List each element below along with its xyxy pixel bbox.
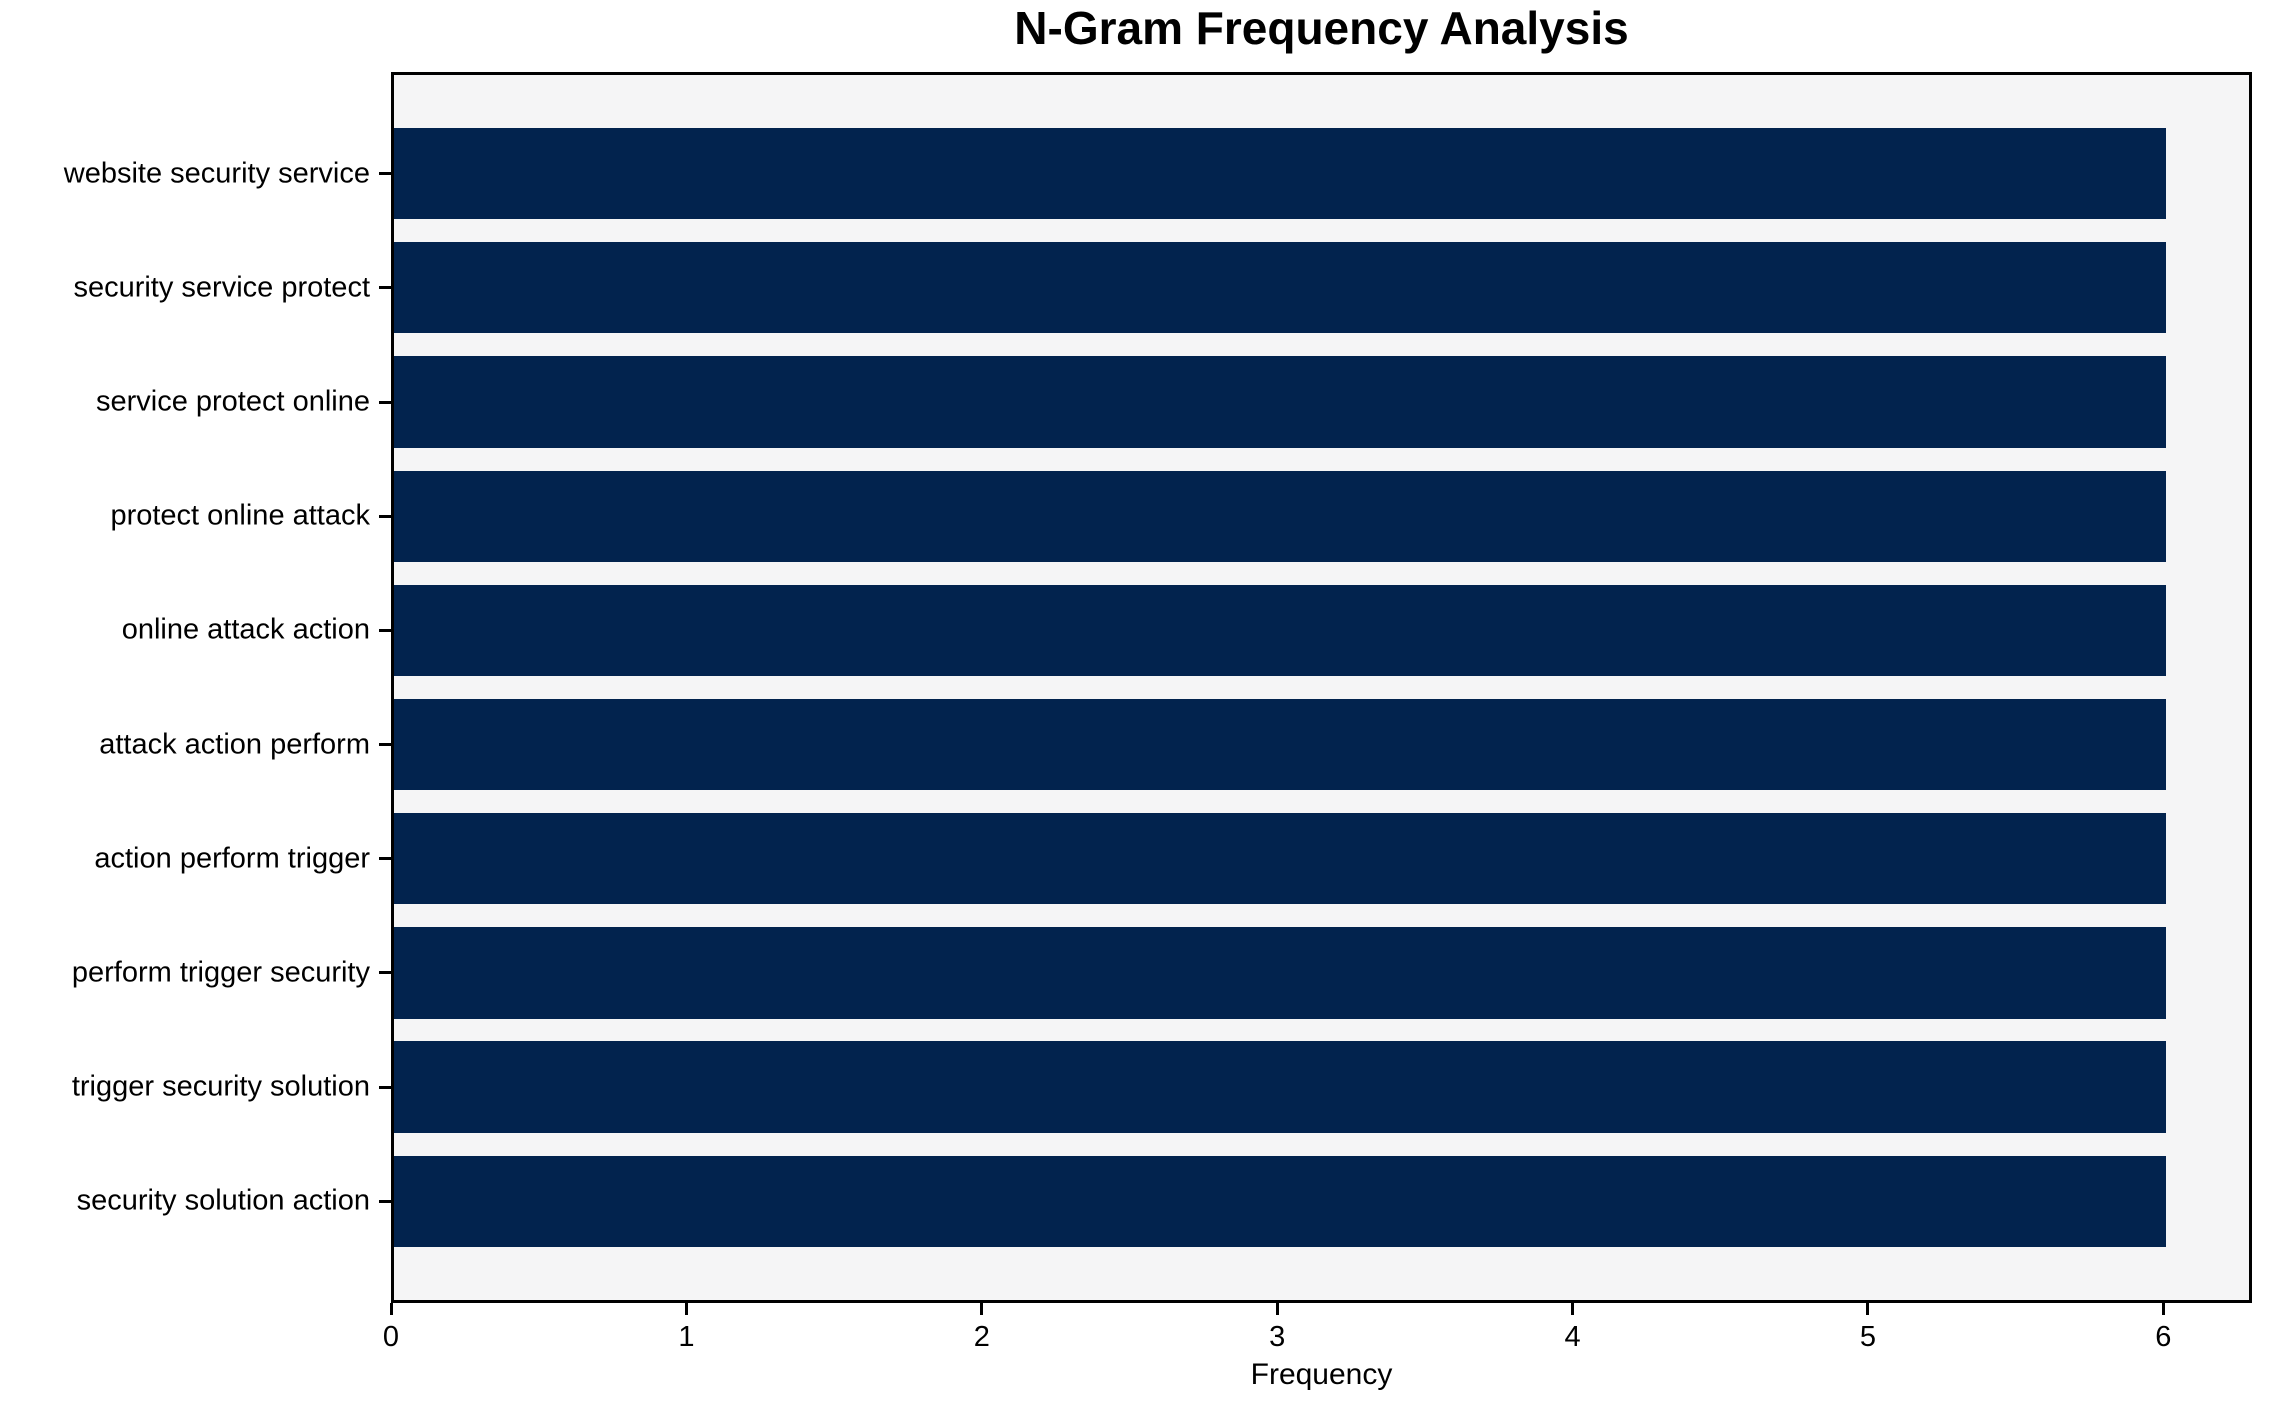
- plot-area: [391, 72, 2252, 1303]
- y-tick-label: action perform trigger: [94, 842, 370, 875]
- x-tick-label: 0: [382, 1321, 400, 1353]
- x-tick-mark: [684, 1303, 688, 1315]
- x-tick-mark: [1275, 1303, 1279, 1315]
- y-tick-label: attack action perform: [99, 728, 370, 761]
- chart-title: N-Gram Frequency Analysis: [1014, 2, 1629, 54]
- y-tick-mark: [379, 971, 391, 975]
- y-tick-label: perform trigger security: [71, 956, 370, 989]
- x-axis-title: Frequency: [1250, 1358, 1393, 1391]
- x-tick-mark: [2161, 1303, 2165, 1315]
- y-tick-label: security solution action: [76, 1184, 370, 1217]
- bar: [394, 1155, 2167, 1248]
- bar: [394, 698, 2167, 791]
- y-tick-label: website security service: [63, 157, 370, 190]
- bar: [394, 470, 2167, 562]
- bar: [394, 356, 2167, 448]
- y-tick-label: protect online attack: [110, 499, 370, 532]
- x-tick-mark: [980, 1303, 984, 1315]
- x-tick-label: 5: [1859, 1321, 1877, 1353]
- y-tick-label: trigger security solution: [71, 1070, 370, 1103]
- x-tick-mark: [1866, 1303, 1870, 1315]
- bar: [394, 927, 2167, 1019]
- bar: [394, 242, 2167, 334]
- y-tick-mark: [379, 172, 391, 176]
- y-tick-mark: [379, 1085, 391, 1089]
- y-tick-mark: [379, 743, 391, 747]
- bar: [394, 127, 2167, 220]
- x-tick-label: 1: [678, 1321, 695, 1353]
- y-tick-label: online attack action: [121, 613, 370, 646]
- bar: [394, 1041, 2167, 1133]
- x-tick-label: 6: [2155, 1321, 2172, 1353]
- x-tick-mark: [389, 1303, 393, 1315]
- y-tick-mark: [379, 514, 391, 518]
- bar: [394, 584, 2167, 677]
- x-tick-mark: [1571, 1303, 1575, 1315]
- bar: [394, 813, 2167, 905]
- y-tick-mark: [379, 1199, 391, 1203]
- y-tick-mark: [379, 286, 391, 290]
- x-tick-label: 3: [1269, 1321, 1286, 1353]
- y-tick-mark: [379, 628, 391, 632]
- x-tick-label: 4: [1564, 1321, 1581, 1353]
- y-tick-label: security service protect: [73, 271, 370, 304]
- y-tick-mark: [379, 857, 391, 861]
- x-tick-label: 2: [973, 1321, 990, 1353]
- y-tick-mark: [379, 400, 391, 404]
- y-tick-label: service protect online: [95, 385, 370, 418]
